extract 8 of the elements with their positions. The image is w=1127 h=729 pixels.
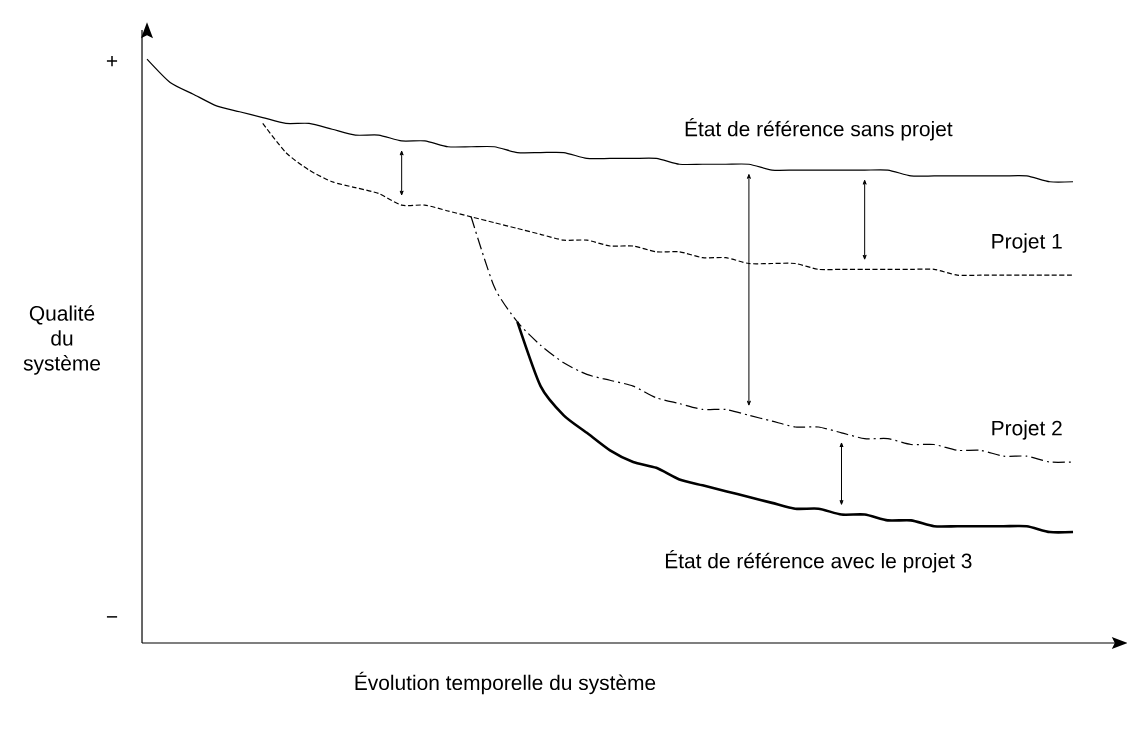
series-label: État de référence sans projet [685, 117, 953, 141]
text: + [106, 55, 118, 67]
series-label: État de référence avec le projet 3 [665, 550, 972, 573]
series-label: Projet 1 [992, 233, 1062, 253]
x-axis-title: Évolution temporelle du système [355, 671, 656, 695]
series-label: Projet 2 [992, 420, 1062, 440]
y-axis-title: Qualité du système [23, 305, 101, 375]
text: − [106, 616, 118, 618]
